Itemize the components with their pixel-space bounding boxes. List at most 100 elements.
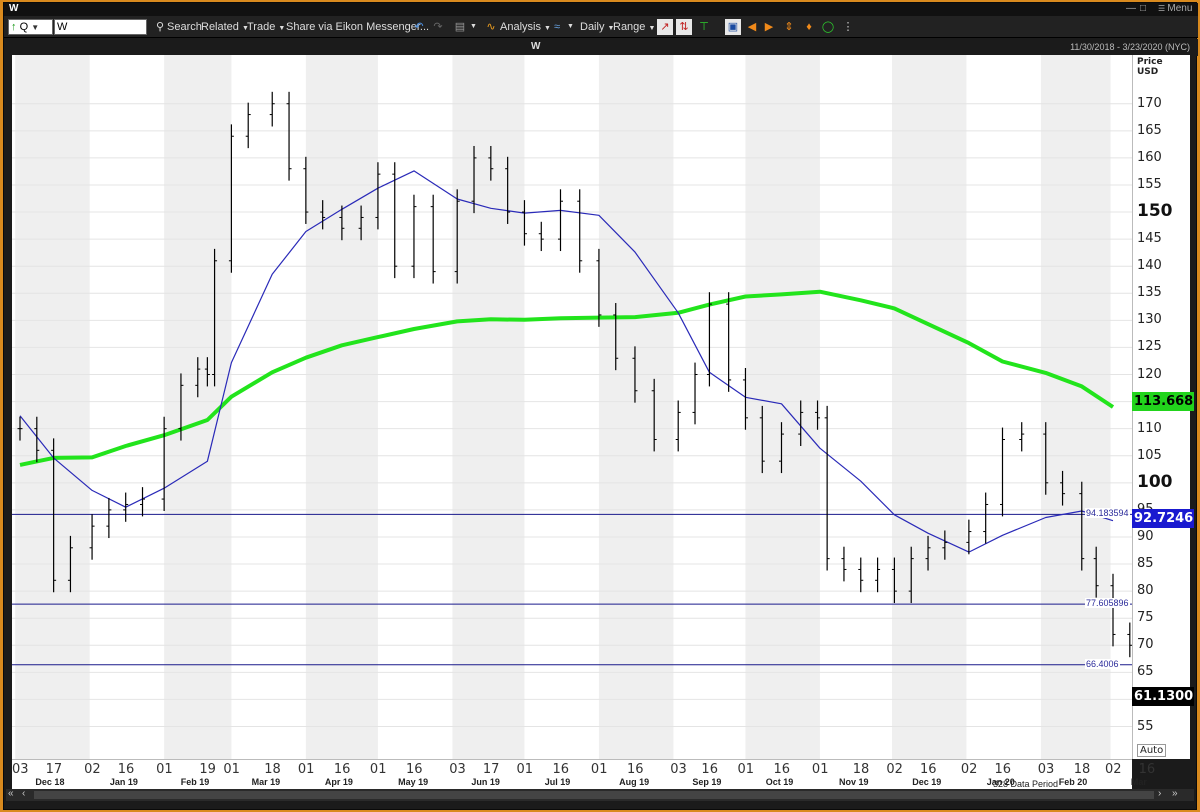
trade-menu[interactable]: Trade ▼ — [247, 19, 285, 35]
date-tick-label: 03 — [449, 762, 466, 777]
chart-plot-area[interactable]: 94.183594 77.605896 66.4006 — [12, 55, 1132, 759]
chevron-down-icon: ▼ — [648, 25, 656, 32]
symbol-input[interactable] — [54, 19, 147, 35]
price-tick-label: 110 — [1137, 420, 1162, 436]
price-tick-label: 145 — [1137, 231, 1162, 247]
interval-menu[interactable]: Daily ▼ — [580, 19, 614, 35]
price-tick-label: 120 — [1137, 366, 1162, 382]
range-label: Range — [613, 21, 646, 33]
more-options-icon[interactable]: ⋮ — [842, 21, 854, 33]
price-tick-label: 90 — [1137, 528, 1154, 544]
date-tick-label: 18 — [264, 762, 281, 777]
date-tick-label: 16 — [626, 762, 644, 777]
analysis-menu[interactable]: Analysis ▼ — [500, 19, 551, 35]
scroll-forward-icon[interactable]: › — [1158, 788, 1162, 799]
date-tick-label: 01 — [590, 762, 608, 777]
auto-scale-button[interactable]: Auto — [1137, 744, 1167, 757]
date-tick-label: 16 — [701, 762, 718, 777]
price-tick-label: 70 — [1137, 637, 1154, 653]
date-tick-label: 01 — [369, 762, 387, 777]
price-axis[interactable]: Price USD 556065707580859095100105110115… — [1132, 55, 1194, 759]
trade-label: Trade — [247, 21, 276, 33]
month-stripe — [745, 55, 820, 759]
maximize-icon[interactable]: □ — [1140, 3, 1147, 14]
scroll-right-icon[interactable]: ▶ — [764, 21, 774, 33]
date-tick-label: 02 — [886, 762, 903, 777]
price-tick-label: 135 — [1137, 285, 1162, 301]
scroll-back-icon[interactable]: ‹ — [22, 788, 26, 799]
price-chart — [12, 55, 1132, 759]
compare-icon[interactable]: ⇅ — [676, 19, 692, 35]
reference-line-label: 94.183594 — [1085, 508, 1130, 519]
search-icon: ⚲ — [155, 21, 165, 33]
scroll-bar[interactable]: « ‹ › » — [6, 788, 1194, 801]
share-button[interactable]: Share via Eikon Messenger... — [286, 21, 430, 33]
chevron-down-icon: ▼ — [278, 25, 286, 32]
line-chart-icon[interactable]: ↗ — [657, 19, 673, 35]
price-tick-label: 155 — [1137, 176, 1162, 192]
scroll-left-icon[interactable]: ◀ — [747, 21, 757, 33]
search-button[interactable]: Search — [167, 21, 202, 33]
month-tick-label: Sep 19 — [692, 777, 722, 787]
date-tick-label: 03 — [670, 762, 687, 777]
quote-selector[interactable]: ↑ Q ▼ — [8, 19, 53, 35]
undo-icon[interactable]: ↶ — [414, 21, 424, 33]
zoom-icon[interactable]: ▣ — [725, 19, 741, 35]
data-period-label: 328 Data Period — [993, 779, 1059, 789]
chevron-down-icon[interactable]: ▼ — [470, 23, 477, 30]
price-tick-label: 140 — [1137, 258, 1162, 274]
month-stripe — [452, 55, 525, 759]
analysis-icon: ∿ — [486, 21, 496, 33]
scroll-first-icon[interactable]: « — [8, 788, 14, 799]
date-tick-label: 16 — [333, 762, 351, 777]
date-tick-label: 03 — [1037, 762, 1055, 777]
price-tick-label: 85 — [1137, 556, 1154, 572]
related-menu[interactable]: Related ▼ — [201, 19, 249, 35]
price-tick-label: 55 — [1137, 718, 1154, 734]
price-tick-label: 130 — [1137, 312, 1162, 328]
currency-label: USD — [1137, 67, 1159, 77]
price-tick-label: 165 — [1137, 122, 1162, 138]
last-price-tag: 61.1300 — [1132, 687, 1194, 706]
menu-button[interactable]: ☰ Menu — [1158, 3, 1193, 14]
crosshair-icon[interactable]: ⊤ — [699, 21, 709, 33]
month-stripe — [1040, 55, 1111, 759]
chart-symbol: W — [531, 41, 541, 52]
month-tick-label: Dec 18 — [35, 777, 65, 787]
scroll-last-icon[interactable]: » — [1172, 788, 1178, 799]
month-tick-label: Jan 19 — [109, 777, 138, 787]
month-tick-label: Jun 19 — [471, 777, 500, 787]
date-tick-label: 02 — [1105, 762, 1122, 777]
draw-tool-icon[interactable]: ◯ — [821, 21, 835, 33]
date-tick-label: 16 — [994, 762, 1012, 777]
date-tick-label: 01 — [156, 762, 173, 777]
date-tick-label: 01 — [737, 762, 754, 777]
price-tick-label: 170 — [1137, 95, 1162, 111]
up-arrow-icon: ↑ — [11, 21, 17, 33]
date-tick-label: 17 — [45, 762, 63, 777]
month-tick-label: Dec 19 — [912, 777, 942, 787]
date-tick-label: 03 — [12, 762, 29, 777]
chevron-down-icon: ▼ — [607, 25, 615, 32]
scroll-track[interactable] — [34, 791, 1154, 799]
fit-icon[interactable]: ♦ — [806, 21, 812, 33]
month-tick-label: Oct 19 — [765, 777, 794, 787]
date-tick-label: 01 — [297, 762, 315, 777]
title-bar: W — □ ☰ Menu — [4, 3, 1198, 16]
date-tick-label: 01 — [223, 762, 240, 777]
minimize-icon[interactable]: — — [1126, 3, 1136, 14]
expand-vertical-icon[interactable]: ⇕ — [784, 21, 794, 33]
menu-label: Menu — [1167, 3, 1193, 14]
folder-icon[interactable]: ▤ — [454, 21, 466, 33]
month-stripe — [891, 55, 967, 759]
redo-icon[interactable]: ↷ — [433, 21, 443, 33]
date-tick-label: 16 — [773, 762, 791, 777]
price-tick-label: 125 — [1137, 339, 1162, 355]
overlay-icon[interactable]: ≈ — [553, 21, 561, 33]
chevron-down-icon[interactable]: ▼ — [567, 23, 574, 30]
date-axis[interactable]: 03 17 02 16 01 19 01 18 01 16 01 16 03 17 01 16 01 16 03 16… — [12, 759, 1155, 797]
price-tick-label: 75 — [1137, 610, 1154, 626]
chart-header: W 11/30/2018 - 3/23/2020 (NYC) — [4, 39, 1198, 56]
range-menu[interactable]: Range ▼ — [613, 19, 655, 35]
